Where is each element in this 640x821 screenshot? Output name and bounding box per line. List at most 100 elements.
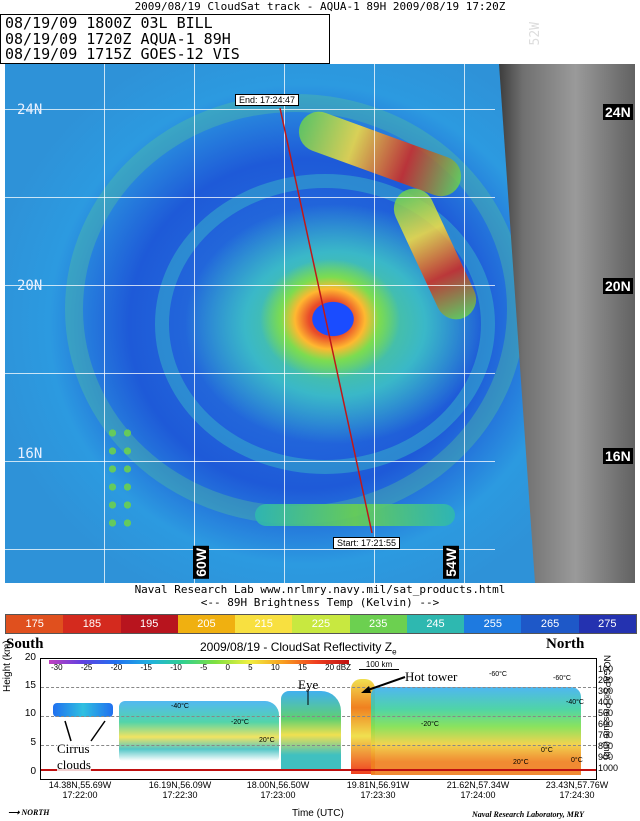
x-axis-ticks: 14.38N,55.69W 17:22:00 16.19N,56.09W 17:22:… — [0, 780, 640, 804]
cloud-echo — [281, 691, 341, 771]
x-tick-time: 17:24:30 — [559, 790, 595, 800]
pressure-tick: 700 — [598, 730, 614, 740]
y-tick: 10 — [24, 708, 36, 719]
pressure-ticks: 100 200 300 400 500 600 700 800 900 1000 — [598, 664, 628, 774]
temp-contour-label: -60°C — [553, 675, 571, 682]
y-tick: 15 — [24, 680, 36, 691]
x-tick: 18.00N,56.50W 17:23:00 — [238, 780, 318, 800]
cloudsat-title-sub: e — [392, 647, 397, 657]
image-title: 2009/08/19 CloudSat track - AQUA-1 89H 2… — [134, 0, 506, 13]
grid-line — [5, 549, 495, 550]
x-tick-position: 21.62N,57.34W — [446, 780, 510, 790]
south-label: South — [6, 636, 44, 652]
grid-line — [41, 716, 596, 717]
eye-annotation: Eye — [298, 677, 319, 692]
colorbar-segment: 215 — [235, 615, 293, 633]
grid-line — [5, 373, 495, 374]
pressure-tick: 100 — [598, 664, 614, 674]
grid-line — [41, 745, 596, 746]
dbz-tick: 10 — [270, 663, 280, 672]
x-tick-time: 17:24:00 — [460, 790, 496, 800]
pressure-tick: 600 — [598, 719, 614, 729]
x-tick-time: 17:22:30 — [162, 790, 198, 800]
grid-line — [194, 64, 195, 583]
x-tick-time: 17:22:00 — [62, 790, 98, 800]
dbz-tick: 15 — [298, 663, 307, 672]
info-box: 08/19/09 1800Z 03L BILL 08/19/09 1720Z A… — [0, 14, 330, 64]
hot-tower-arrow — [361, 676, 406, 693]
pressure-tick: 400 — [598, 697, 614, 707]
temp-contour-label: 0°C — [571, 757, 583, 764]
grid-line — [284, 64, 285, 583]
x-tick-time: 17:23:30 — [360, 790, 396, 800]
temp-contour-label: -40°C — [566, 699, 584, 706]
lat-label-left: 20N — [17, 278, 43, 294]
x-axis-label: Time (UTC) — [292, 808, 344, 819]
cloudsat-reflectivity-plot: -30 -25 -20 -15 -10 -5 0 5 10 15 20 dBZ 100 km -60… — [40, 658, 597, 780]
pressure-tick: 1000 — [598, 763, 619, 773]
grid-line — [464, 64, 465, 583]
cloudsat-title-text: 2009/08/19 - CloudSat Reflectivity Z — [200, 640, 393, 654]
colorbar-segment: 225 — [292, 615, 350, 633]
colorbar-segment: 275 — [578, 615, 636, 633]
grid-line — [5, 197, 495, 198]
temp-contour-label: -20°C — [421, 721, 439, 728]
lat-label-left: 16N — [17, 446, 43, 462]
pressure-tick: 200 — [598, 675, 614, 685]
x-tick: 23.43N,57.76W 17:24:30 — [537, 780, 617, 800]
nrl-credit-line: Naval Research Lab www.nrlmry.navy.mil/s… — [134, 583, 506, 596]
lon-label-bottom: 60W — [193, 546, 209, 579]
info-line: 08/19/09 1720Z AQUA-1 89H — [5, 29, 231, 48]
satellite-panel: 2009/08/19 CloudSat track - AQUA-1 89H 2… — [0, 0, 635, 583]
lat-label-right: 20N — [603, 278, 633, 294]
temp-contour-label: -60°C — [489, 671, 507, 678]
track-start-label: Start: 17:21:55 — [333, 537, 401, 549]
pressure-tick: 300 — [598, 686, 614, 696]
brightness-colorbar: 175 185 195 205 215 225 235 245 255 265 275 — [5, 614, 637, 634]
temp-contour-label: -20°C — [231, 719, 249, 726]
brightness-temp-label: <-- 89H Brightness Temp (Kelvin) --> — [200, 596, 440, 609]
pressure-tick: 800 — [598, 741, 614, 751]
x-tick-position: 14.38N,55.69W — [48, 780, 112, 790]
temp-contour-label: 0°C — [541, 747, 553, 754]
lat-label-right: 16N — [603, 448, 633, 464]
rainband-south — [255, 504, 455, 526]
colorbar-segment: 185 — [63, 615, 121, 633]
clouds-annotation: clouds — [57, 757, 91, 773]
satellite-image: 24N 20N 16N 24N 20N 16N 60W 54W End: 17:… — [5, 64, 635, 583]
x-tick: 21.62N,57.34W 17:24:00 — [438, 780, 518, 800]
cirrus-arrows — [64, 720, 106, 742]
y-axis-label: Height (km) — [2, 640, 13, 692]
temp-contour-label: 20°C — [259, 737, 275, 744]
cloud-echo — [119, 701, 279, 761]
lat-label-right: 24N — [603, 104, 633, 120]
x-tick-position: 19.81N,56.91W — [346, 780, 410, 790]
info-line: 08/19/09 1715Z GOES-12 VIS — [5, 45, 240, 63]
dbz-tick: -10 — [170, 663, 182, 672]
colorbar-segment: 235 — [349, 615, 407, 633]
x-tick-position: 16.19N,56.09W — [148, 780, 212, 790]
credit-line: Naval Research Laboratory, MRY — [472, 810, 584, 819]
grid-line — [5, 109, 495, 110]
colorbar-segment: 245 — [406, 615, 465, 633]
colorbar-segment: 265 — [521, 615, 579, 633]
lon-label-top: 56W — [352, 18, 367, 42]
temp-contour-label: -40°C — [171, 703, 189, 710]
info-line: 08/19/09 1800Z 03L BILL — [5, 14, 213, 32]
dbz-tick: -20 — [110, 663, 123, 672]
lat-label-left: 24N — [17, 102, 43, 118]
grid-line — [5, 461, 495, 462]
north-label: North — [546, 636, 585, 652]
north-arrow: ⟶ NORTH — [8, 808, 50, 817]
x-tick-position: 18.00N,56.50W — [246, 780, 310, 790]
grid-line — [374, 64, 375, 583]
eye-arrow — [307, 689, 309, 705]
track-end-label: End: 17:24:47 — [235, 94, 300, 106]
x-tick-time: 17:23:00 — [260, 790, 296, 800]
dbz-tick: 0 — [225, 663, 230, 672]
grid-line — [104, 64, 105, 583]
island-chain — [105, 424, 135, 534]
y-tick: 5 — [30, 737, 36, 748]
hot-tower-annotation: Hot tower — [405, 669, 458, 684]
pressure-tick: 900 — [598, 752, 614, 762]
